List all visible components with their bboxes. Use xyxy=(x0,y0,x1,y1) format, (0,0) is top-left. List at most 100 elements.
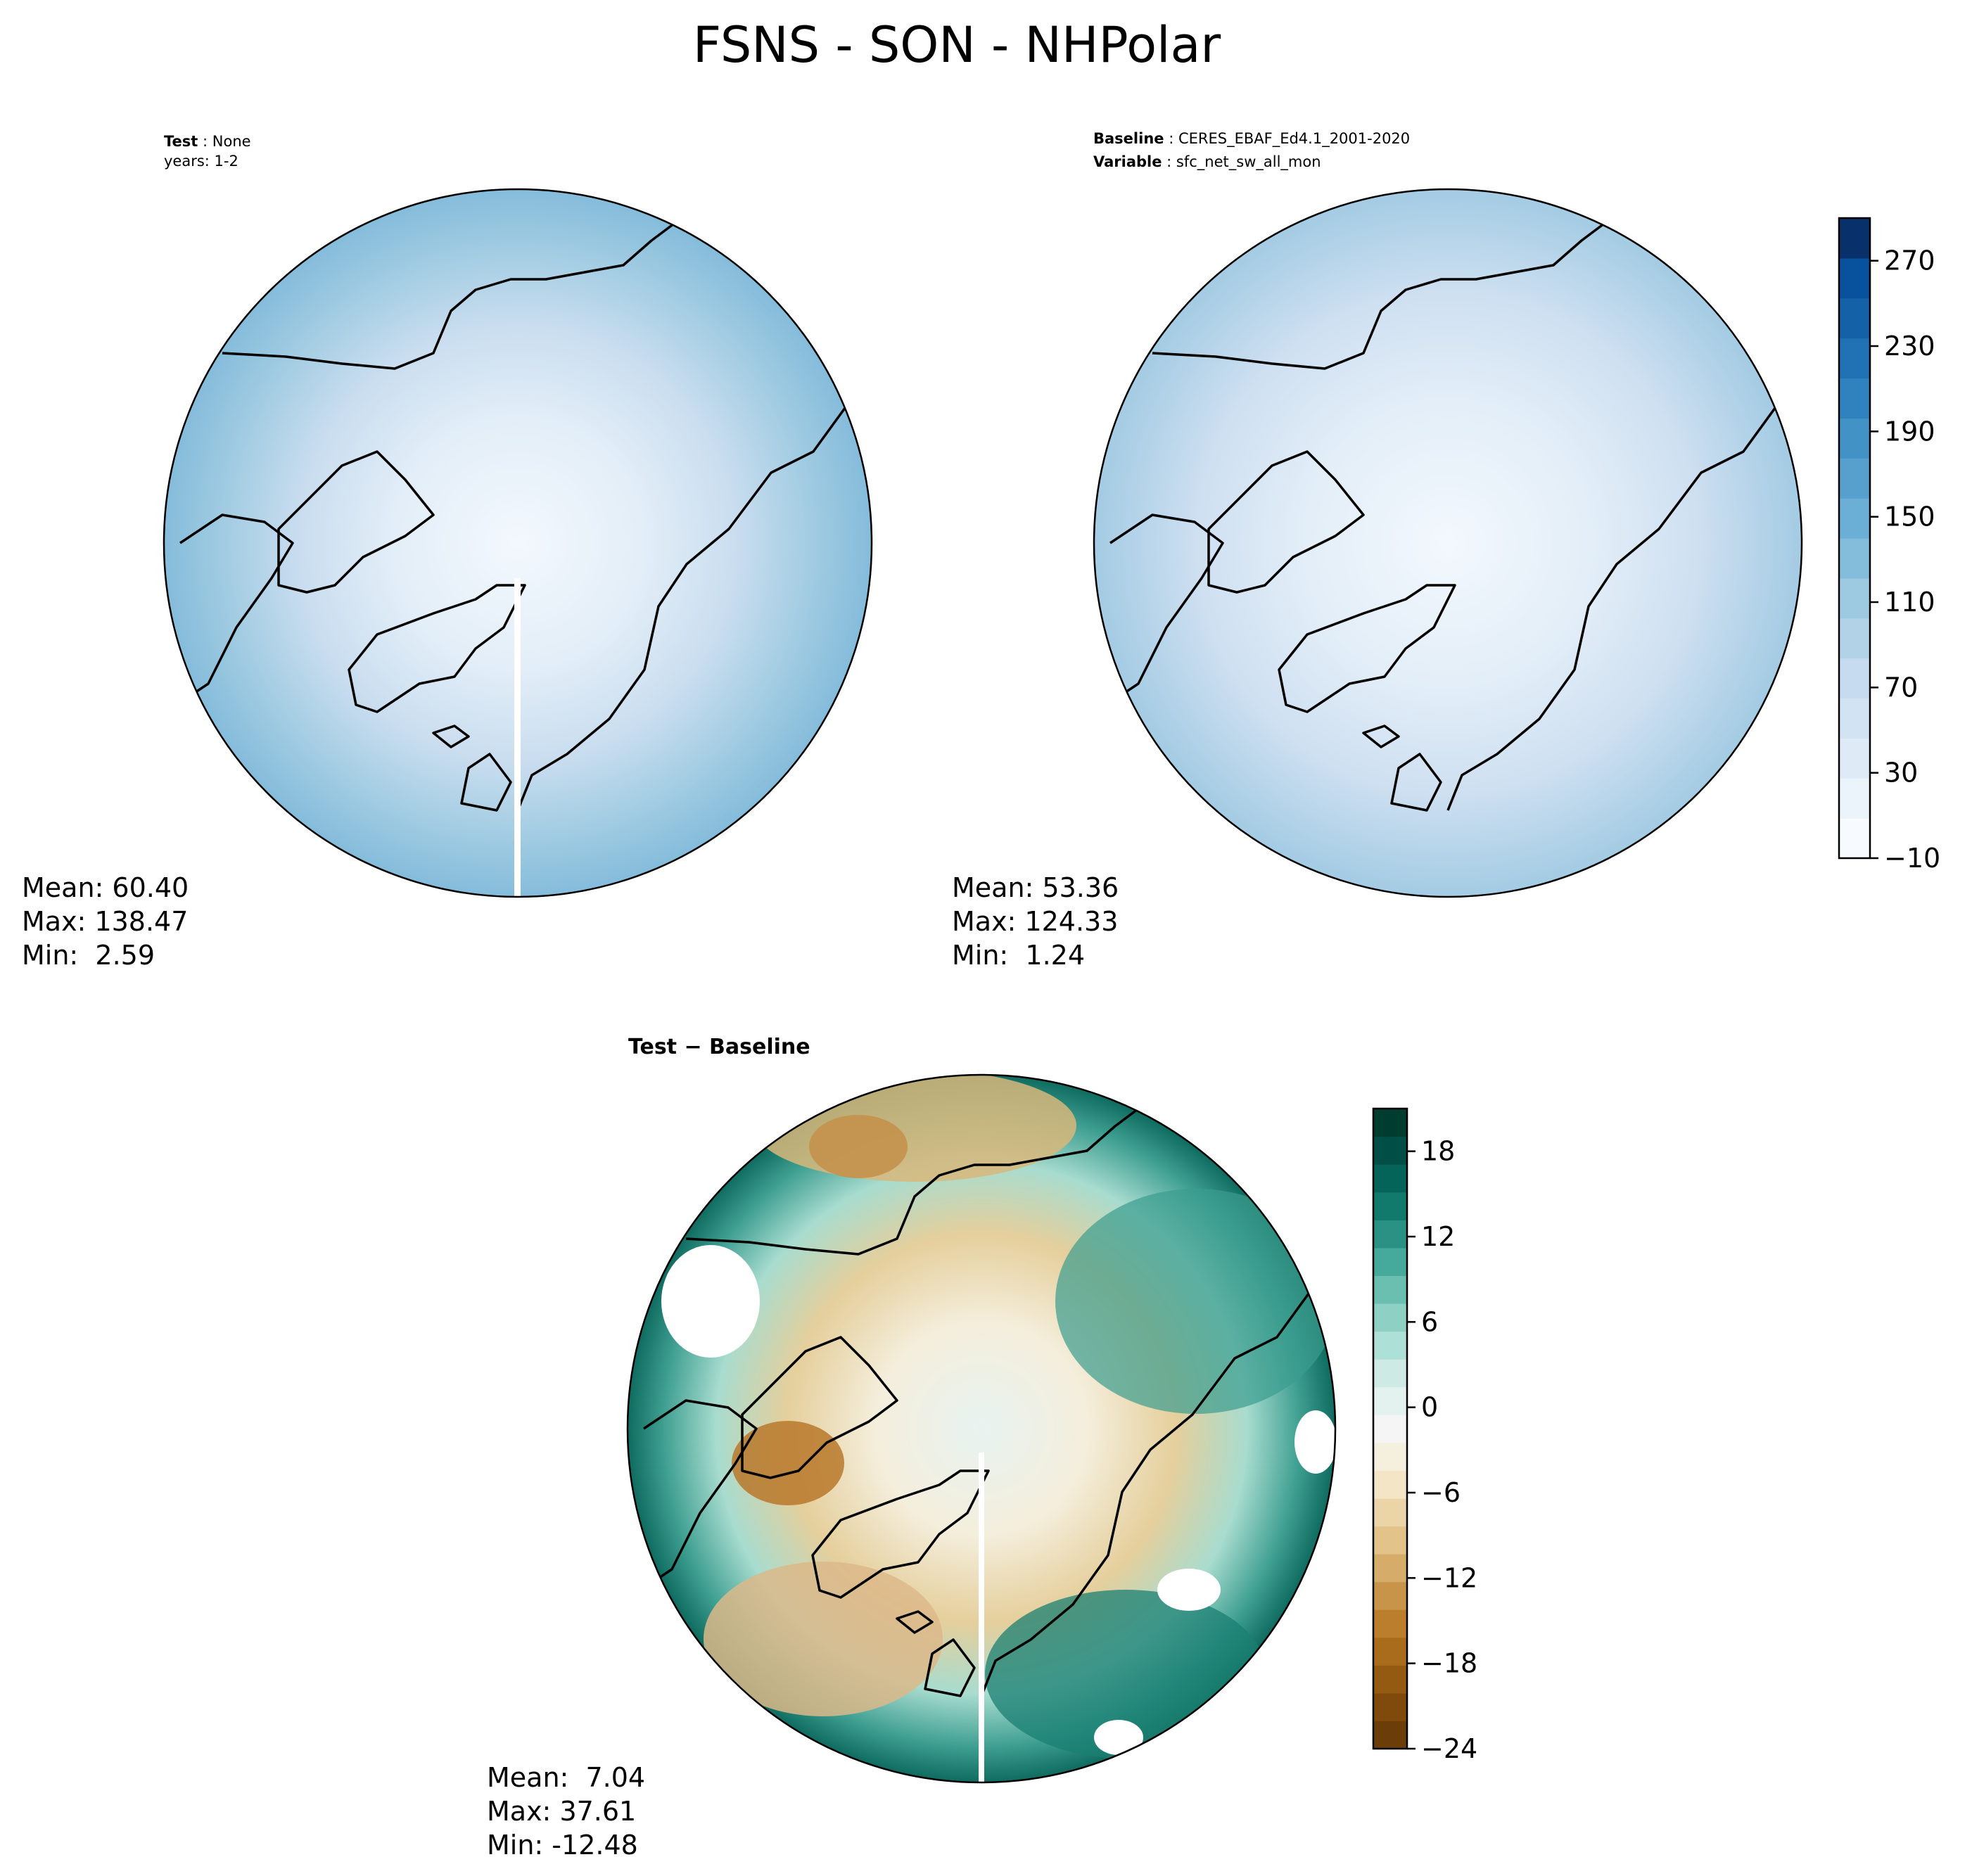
diff-colorbar-band-16 xyxy=(1373,1275,1407,1304)
diff-patch-9 xyxy=(1157,1569,1221,1611)
test-map xyxy=(164,189,872,897)
main-colorbar-band-9 xyxy=(1839,458,1870,499)
baseline-map xyxy=(1094,189,1802,897)
main-colorbar-tick-label-3: 110 xyxy=(1884,587,1935,618)
main-colorbar-band-0 xyxy=(1839,818,1870,859)
diff-colorbar-band-18 xyxy=(1373,1220,1407,1249)
main-colorbar-tick-label-4: 150 xyxy=(1884,502,1935,532)
diff-colorbar-band-13 xyxy=(1373,1359,1407,1388)
diff-colorbar-tick-label-6: 12 xyxy=(1421,1221,1455,1252)
diff-coast-scandinavia xyxy=(980,1258,1335,1697)
main-colorbar-band-8 xyxy=(1839,498,1870,539)
variable-header-value: sfc_net_sw_all_mon xyxy=(1176,153,1321,171)
diff-coast-north-america xyxy=(629,1399,758,1599)
diff-colorbar-band-11 xyxy=(1373,1415,1407,1443)
figure-title: FSNS - SON - NHPolar xyxy=(693,16,1221,74)
main-colorbar-band-11 xyxy=(1839,378,1870,419)
main-colorbar-tick-label-5: 190 xyxy=(1884,416,1935,447)
main-colorbar-band-2 xyxy=(1839,738,1870,779)
main-colorbar-ticks: −10 30 70 110 150 190 230 270 xyxy=(1870,245,1940,874)
diff-colorbar-tick-label-7: 18 xyxy=(1421,1136,1455,1167)
baseline-header-line-1: Baseline : CERES_EBAF_Ed4.1_2001-2020 xyxy=(1093,130,1410,148)
diff-coast-iceland xyxy=(896,1610,934,1634)
diff-stat-min: Min: -12.48 xyxy=(487,1830,638,1861)
diff-patch-7 xyxy=(661,1245,760,1358)
diff-coast-britain xyxy=(924,1638,976,1697)
baseline-stat-mean: Mean: 53.36 xyxy=(952,872,1119,903)
diff-colorbar-band-2 xyxy=(1373,1665,1407,1694)
main-colorbar: −10 30 70 110 150 190 230 270 xyxy=(1838,217,1940,874)
diff-coast-greenland xyxy=(811,1469,990,1599)
diff-colorbar-band-3 xyxy=(1373,1637,1407,1666)
diff-patch-2 xyxy=(809,1115,908,1178)
test-stat-max: Max: 138.47 xyxy=(22,906,188,937)
baseline-coast-iceland xyxy=(1362,725,1400,748)
diff-colorbar-bands xyxy=(1373,1109,1407,1749)
diff-seam xyxy=(979,1453,984,1782)
diff-patch-5 xyxy=(1055,1189,1335,1414)
main-colorbar-bands xyxy=(1839,218,1870,859)
test-coast-greenland xyxy=(348,584,526,713)
diff-colorbar-ticks: −24 −18 −12 −6 0 6 12 18 xyxy=(1407,1136,1477,1764)
test-coast-scandinavia xyxy=(516,373,871,811)
main-colorbar-tick-label-7: 270 xyxy=(1884,245,1935,276)
diff-colorbar-tick-label-0: −24 xyxy=(1421,1733,1477,1764)
diff-patch-3 xyxy=(732,1421,844,1505)
test-coast-britain xyxy=(460,753,512,812)
test-header-sep: : xyxy=(198,133,212,150)
diff-colorbar-frame xyxy=(1372,1107,1408,1750)
baseline-map-border xyxy=(1093,188,1803,898)
baseline-header-line-2: Variable : sfc_net_sw_all_mon xyxy=(1093,153,1321,171)
test-stat-mean: Mean: 60.40 xyxy=(22,872,189,903)
diff-patch-1 xyxy=(753,1075,1076,1182)
variable-header-sep: : xyxy=(1162,153,1176,170)
diff-coast-archipelago xyxy=(741,1336,898,1479)
main-colorbar-band-6 xyxy=(1839,578,1870,619)
baseline-coast-scandinavia xyxy=(1446,373,1801,811)
main-colorbar-band-4 xyxy=(1839,658,1870,699)
diff-colorbar-band-17 xyxy=(1373,1247,1407,1276)
diff-colorbar-band-7 xyxy=(1373,1526,1407,1555)
test-header-line-1: Test : None xyxy=(164,133,251,150)
diff-colorbar-band-12 xyxy=(1373,1386,1407,1415)
diff-stat-max: Max: 37.61 xyxy=(487,1796,636,1827)
main-colorbar-tick-label-6: 230 xyxy=(1884,331,1935,362)
test-header-value: None xyxy=(212,133,251,150)
baseline-header-sep: : xyxy=(1164,130,1178,147)
diff-colorbar-band-6 xyxy=(1373,1554,1407,1583)
test-seam xyxy=(514,578,521,897)
diff-stat-mean: Mean: 7.04 xyxy=(487,1762,645,1793)
baseline-coast-archipelago xyxy=(1207,450,1365,594)
main-colorbar-frame xyxy=(1838,217,1871,860)
main-colorbar-band-15 xyxy=(1839,218,1870,259)
main-colorbar-tick-label-2: 70 xyxy=(1884,672,1918,703)
diff-patch-4 xyxy=(704,1562,943,1716)
test-coast-north-america xyxy=(165,513,294,713)
diff-map-border xyxy=(626,1073,1337,1784)
baseline-header-label: Baseline xyxy=(1093,130,1164,147)
baseline-stat-min: Min: 1.24 xyxy=(952,940,1085,971)
diff-colorbar-tick-label-1: −18 xyxy=(1421,1648,1477,1679)
baseline-coast-britain xyxy=(1390,753,1442,812)
diff-patch-8 xyxy=(1294,1410,1335,1474)
main-colorbar-band-3 xyxy=(1839,698,1870,739)
main-colorbar-band-12 xyxy=(1839,338,1870,379)
diff-colorbar-band-0 xyxy=(1373,1721,1407,1749)
baseline-stat-max: Max: 124.33 xyxy=(952,906,1118,937)
main-colorbar-band-7 xyxy=(1839,538,1870,579)
main-colorbar-band-1 xyxy=(1839,778,1870,819)
main-colorbar-tick-label-0: −10 xyxy=(1884,843,1940,874)
diff-colorbar-band-1 xyxy=(1373,1692,1407,1722)
main-colorbar-band-14 xyxy=(1839,257,1870,299)
test-stat-min: Min: 2.59 xyxy=(22,940,155,971)
diff-colorbar-band-9 xyxy=(1373,1470,1407,1499)
baseline-header-value: CERES_EBAF_Ed4.1_2001-2020 xyxy=(1178,130,1410,148)
diff-colorbar-tick-label-4: 0 xyxy=(1421,1392,1438,1423)
test-coast-archipelago xyxy=(277,450,435,594)
diff-colorbar-band-19 xyxy=(1373,1192,1407,1220)
panel-test: Test : None years: 1-2 Mean: 60.40 Max: … xyxy=(22,133,873,971)
diff-colorbar-band-4 xyxy=(1373,1609,1407,1638)
diff-colorbar-band-21 xyxy=(1373,1136,1407,1165)
baseline-map-field xyxy=(1094,189,1802,897)
